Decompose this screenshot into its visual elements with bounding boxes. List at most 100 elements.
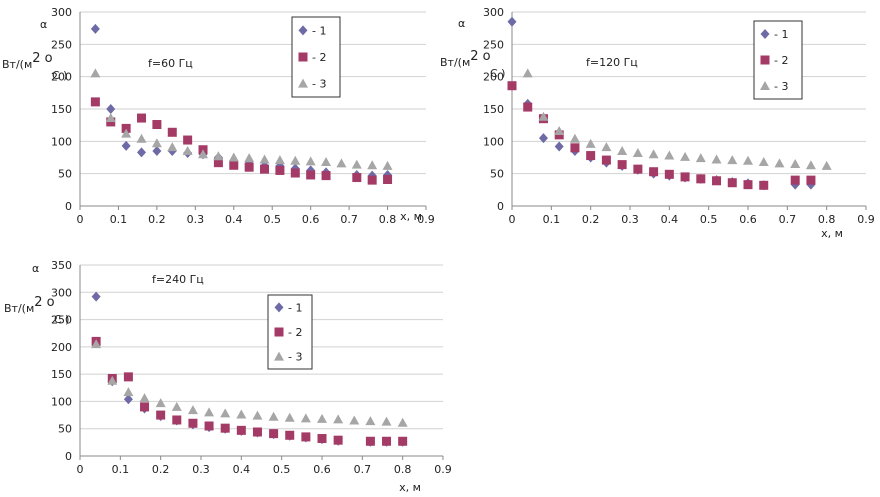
x-tick-label: 0.5 [700, 213, 718, 226]
x-axis-label: х, м [821, 227, 843, 240]
data-point-s2 [183, 135, 193, 145]
data-point-s3 [252, 410, 263, 420]
data-point-s2 [220, 423, 230, 433]
legend-marker-1 [274, 302, 284, 313]
data-point-s2 [260, 164, 270, 174]
series-1 [91, 291, 408, 447]
y-tick-label: 350 [51, 259, 72, 272]
data-point-s2 [140, 402, 150, 412]
data-point-s3 [680, 151, 691, 161]
data-point-s3 [617, 146, 628, 156]
x-axis-label: х, м [399, 481, 421, 493]
data-point-s3 [90, 68, 101, 78]
data-point-s3 [632, 147, 643, 157]
x-tick-label: 0.4 [233, 463, 251, 476]
data-point-s2 [244, 162, 254, 172]
x-tick-label: 0.8 [394, 463, 412, 476]
data-point-s2 [383, 174, 393, 184]
y-unit-main: Вт/(м [440, 56, 470, 69]
data-point-s2 [352, 173, 362, 183]
data-point-s1 [123, 394, 133, 405]
data-point-s3 [805, 160, 816, 170]
data-point-s2 [229, 160, 239, 170]
legend-marker-3 [274, 351, 284, 361]
data-point-s3 [300, 413, 311, 423]
legend: - 1 - 2 - 3 [753, 20, 803, 100]
data-point-s3 [151, 138, 162, 148]
data-point-s3 [365, 416, 376, 426]
x-tick-label: 0.4 [661, 213, 679, 226]
chart-3: 0 50 100 150 200 250 300 350 0 0.1 0.2 0.3 0.4 0.5 0.6… [4, 259, 452, 494]
data-point-s3 [105, 113, 116, 123]
legend-marker-2 [274, 327, 284, 337]
data-point-s2 [167, 127, 177, 137]
data-point-s3 [758, 157, 769, 167]
y-tick-label: 250 [51, 38, 72, 51]
data-point-s3 [139, 393, 150, 403]
data-point-s2 [382, 436, 392, 446]
legend-label-1: - 1 [774, 28, 788, 41]
legend-marker-1 [298, 25, 308, 36]
data-point-s3 [155, 398, 166, 408]
legend-label-1: - 1 [288, 301, 302, 314]
data-point-s3 [123, 387, 134, 397]
data-point-s2 [759, 180, 769, 190]
data-point-s3 [220, 408, 231, 418]
data-point-s2 [365, 436, 375, 446]
y-tick-label: 300 [51, 286, 72, 299]
y-unit-tail: С ) [490, 67, 505, 80]
data-point-s2 [123, 372, 133, 382]
data-point-s2 [633, 164, 643, 174]
data-point-s3 [695, 153, 706, 163]
data-point-s3 [167, 142, 178, 152]
data-point-s1 [554, 141, 564, 152]
series-3 [522, 68, 832, 170]
legend-label-3: - 3 [312, 78, 326, 91]
x-tick-label: 0 [509, 213, 516, 226]
data-point-s3 [321, 157, 332, 167]
legend-label-2: - 2 [774, 54, 788, 67]
data-point-s3 [236, 409, 247, 419]
x-tick-label: 0.1 [110, 213, 128, 226]
y-axis-unit: Вт/(м2 оС ) [4, 295, 69, 326]
data-point-s3 [601, 142, 612, 152]
x-tick-label: 0 [77, 213, 84, 226]
data-point-s3 [522, 68, 533, 78]
legend: - 1 - 2 - 3 [291, 16, 341, 98]
y-unit-tail: С ) [54, 313, 69, 326]
data-point-s3 [204, 407, 215, 417]
data-point-s3 [367, 160, 378, 170]
series-1 [90, 23, 393, 181]
data-point-s3 [284, 412, 295, 422]
x-tick-label: 0.5 [273, 463, 291, 476]
data-point-s3 [228, 152, 239, 162]
data-point-s1 [121, 140, 131, 151]
y-tick-label: 150 [51, 368, 72, 381]
data-point-s3 [336, 158, 347, 168]
data-point-s3 [397, 417, 408, 427]
y-tick-label: 0 [65, 450, 72, 463]
series-3 [91, 339, 408, 427]
data-point-s2 [290, 168, 300, 178]
data-point-s1 [507, 16, 517, 27]
frequency-label: f=240 Гц [152, 273, 204, 286]
data-point-s2 [743, 180, 753, 190]
data-point-s3 [107, 375, 118, 385]
data-point-s2 [333, 435, 343, 445]
data-point-s2 [317, 434, 327, 444]
data-point-s1 [137, 147, 147, 158]
y-tick-label: 150 [51, 103, 72, 116]
data-point-s2 [188, 418, 198, 428]
x-axis-label: х, м [400, 210, 422, 223]
legend-marker-2 [298, 52, 308, 62]
y-tick-label: 0 [497, 200, 504, 213]
legend-marker-3 [760, 81, 770, 90]
data-point-s3 [182, 146, 193, 156]
y-unit-main: Вт/(м [4, 302, 34, 315]
data-point-s3 [171, 401, 182, 411]
x-tick-label: 0.6 [739, 213, 757, 226]
y-axis-unit: Вт/(м2 оС ) [440, 49, 505, 80]
frequency-label: f=60 Гц [148, 57, 193, 70]
y-unit-tail: С ) [52, 69, 67, 82]
data-point-s2 [367, 175, 377, 185]
